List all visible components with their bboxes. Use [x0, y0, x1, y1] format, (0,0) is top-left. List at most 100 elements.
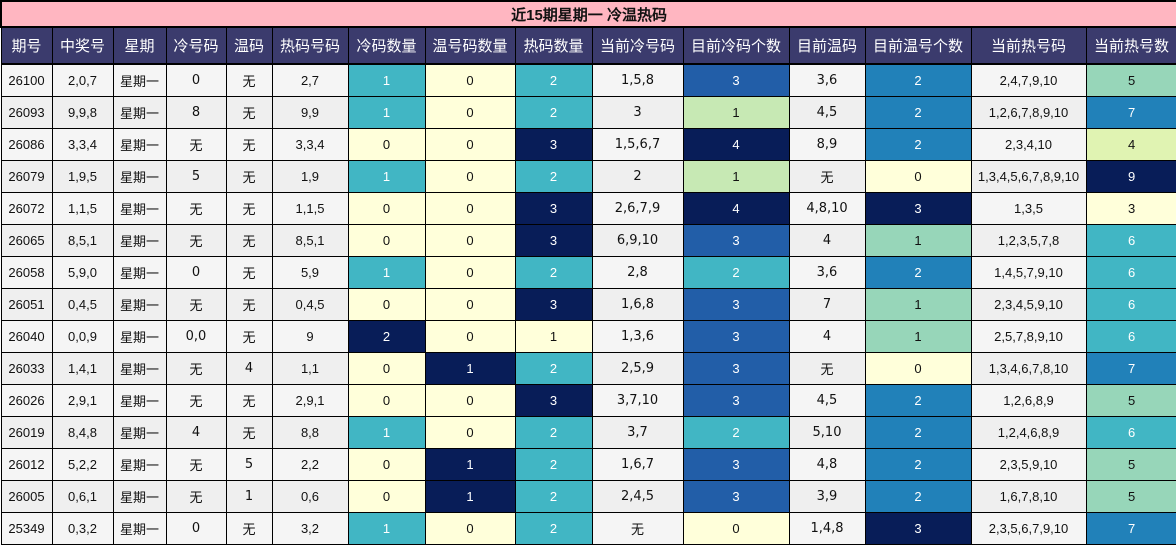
current-hot-count-cell: 5 [1085, 384, 1176, 417]
warm-count-cell: 0 [424, 256, 516, 289]
current-hot-cell: 1,6,7,8,10 [970, 480, 1087, 513]
weekday-cell: 星期一 [112, 320, 167, 353]
table-row: 26033 1,4,1 星期一 无 4 1,1 0 1 2 2,5,9 3 无 … [0, 352, 1176, 385]
cold-count-cell: 0 [347, 224, 426, 257]
current-hot-count-cell: 4 [1085, 128, 1176, 161]
warm-count-cell: 0 [424, 512, 516, 545]
warm-cell: 5 [225, 448, 273, 481]
col-header-issue[interactable]: 期号 [0, 26, 53, 65]
warm-cell: 1 [225, 480, 273, 513]
weekday-cell: 星期一 [112, 352, 167, 385]
cold-count-cell: 1 [347, 512, 426, 545]
winning-cell: 0,4,5 [51, 288, 114, 321]
issue-cell: 26086 [0, 128, 53, 161]
hot-cell: 9 [271, 320, 349, 353]
current-hot-count-cell: 6 [1085, 256, 1176, 289]
warm-cell: 无 [225, 416, 273, 449]
warm-count-cell: 0 [424, 63, 516, 97]
hot-count-cell: 2 [514, 63, 593, 97]
current-cold-cell: 2,5,9 [591, 352, 684, 385]
warm-count-cell: 0 [424, 96, 516, 129]
cold-cell: 无 [165, 192, 227, 225]
cold-warm-hot-table: 近15期星期一 冷温热码 期号 中奖号 星期 冷号码 温码 热码号码 冷码数量 … [0, 0, 1176, 545]
current-warm-cell: 3,9 [788, 480, 866, 513]
winning-cell: 9,9,8 [51, 96, 114, 129]
weekday-cell: 星期一 [112, 512, 167, 545]
issue-cell: 26100 [0, 63, 53, 97]
hot-cell: 1,1,5 [271, 192, 349, 225]
weekday-cell: 星期一 [112, 384, 167, 417]
hot-count-cell: 1 [514, 320, 593, 353]
col-header-weekday[interactable]: 星期 [112, 26, 167, 65]
current-cold-count-cell: 4 [682, 128, 790, 161]
col-header-current-cold[interactable]: 当前冷号码 [591, 26, 684, 65]
current-warm-cell: 3,6 [788, 63, 866, 97]
warm-count-cell: 1 [424, 480, 516, 513]
warm-count-cell: 0 [424, 128, 516, 161]
cold-count-cell: 1 [347, 63, 426, 97]
warm-cell: 无 [225, 128, 273, 161]
winning-cell: 1,9,5 [51, 160, 114, 193]
hot-count-cell: 3 [514, 288, 593, 321]
cold-cell: 无 [165, 448, 227, 481]
table-row: 26072 1,1,5 星期一 无 无 1,1,5 0 0 3 2,6,7,9 … [0, 192, 1176, 225]
weekday-cell: 星期一 [112, 256, 167, 289]
warm-count-cell: 1 [424, 448, 516, 481]
col-header-cold-count[interactable]: 冷码数量 [347, 26, 426, 65]
col-header-current-cold-count[interactable]: 目前冷码个数 [682, 26, 790, 65]
current-hot-cell: 1,2,3,5,7,8 [970, 224, 1087, 257]
weekday-cell: 星期一 [112, 63, 167, 97]
current-hot-cell: 1,3,4,5,6,7,8,9,10 [970, 160, 1087, 193]
issue-cell: 26072 [0, 192, 53, 225]
cold-count-cell: 0 [347, 352, 426, 385]
issue-cell: 26051 [0, 288, 53, 321]
current-hot-cell: 1,2,4,6,8,9 [970, 416, 1087, 449]
cold-count-cell: 0 [347, 448, 426, 481]
cold-count-cell: 1 [347, 96, 426, 129]
table-row: 26079 1,9,5 星期一 5 无 1,9 1 0 2 2 1 无 0 1,… [0, 160, 1176, 193]
cold-cell: 无 [165, 384, 227, 417]
hot-count-cell: 3 [514, 384, 593, 417]
current-warm-count-cell: 0 [864, 352, 972, 385]
hot-cell: 2,9,1 [271, 384, 349, 417]
current-hot-count-cell: 5 [1085, 480, 1176, 513]
col-header-current-hot-count[interactable]: 当前热号数 [1085, 26, 1176, 65]
issue-cell: 26012 [0, 448, 53, 481]
current-cold-count-cell: 2 [682, 416, 790, 449]
table-row: 26019 8,4,8 星期一 4 无 8,8 1 0 2 3,7 2 5,10… [0, 416, 1176, 449]
col-header-hot-count[interactable]: 热码数量 [514, 26, 593, 65]
current-cold-cell: 2,8 [591, 256, 684, 289]
winning-cell: 0,3,2 [51, 512, 114, 545]
current-hot-cell: 2,3,5,6,7,9,10 [970, 512, 1087, 545]
issue-cell: 26093 [0, 96, 53, 129]
current-warm-cell: 4,8 [788, 448, 866, 481]
current-hot-cell: 2,3,5,9,10 [970, 448, 1087, 481]
hot-cell: 1,1 [271, 352, 349, 385]
hot-cell: 8,5,1 [271, 224, 349, 257]
col-header-warm-count[interactable]: 温号码数量 [424, 26, 516, 65]
hot-count-cell: 3 [514, 192, 593, 225]
current-cold-cell: 2,4,5 [591, 480, 684, 513]
col-header-warm-number[interactable]: 温码 [225, 26, 273, 65]
cold-count-cell: 0 [347, 384, 426, 417]
col-header-hot-number[interactable]: 热码号码 [271, 26, 349, 65]
current-hot-cell: 1,2,6,8,9 [970, 384, 1087, 417]
cold-cell: 0 [165, 512, 227, 545]
col-header-current-warm[interactable]: 目前温码 [788, 26, 866, 65]
col-header-current-hot[interactable]: 当前热号码 [970, 26, 1087, 65]
current-warm-count-cell: 2 [864, 448, 972, 481]
col-header-cold-number[interactable]: 冷号码 [165, 26, 227, 65]
table-row: 26100 2,0,7 星期一 0 无 2,7 1 0 2 1,5,8 3 3,… [0, 63, 1176, 97]
hot-cell: 8,8 [271, 416, 349, 449]
col-header-current-warm-count[interactable]: 目前温号个数 [864, 26, 972, 65]
current-warm-count-cell: 2 [864, 256, 972, 289]
warm-cell: 4 [225, 352, 273, 385]
cold-cell: 0 [165, 256, 227, 289]
current-warm-count-cell: 2 [864, 128, 972, 161]
warm-cell: 无 [225, 288, 273, 321]
cold-cell: 8 [165, 96, 227, 129]
current-warm-count-cell: 2 [864, 480, 972, 513]
current-cold-cell: 3 [591, 96, 684, 129]
current-cold-count-cell: 3 [682, 224, 790, 257]
col-header-winning-number[interactable]: 中奖号 [51, 26, 114, 65]
